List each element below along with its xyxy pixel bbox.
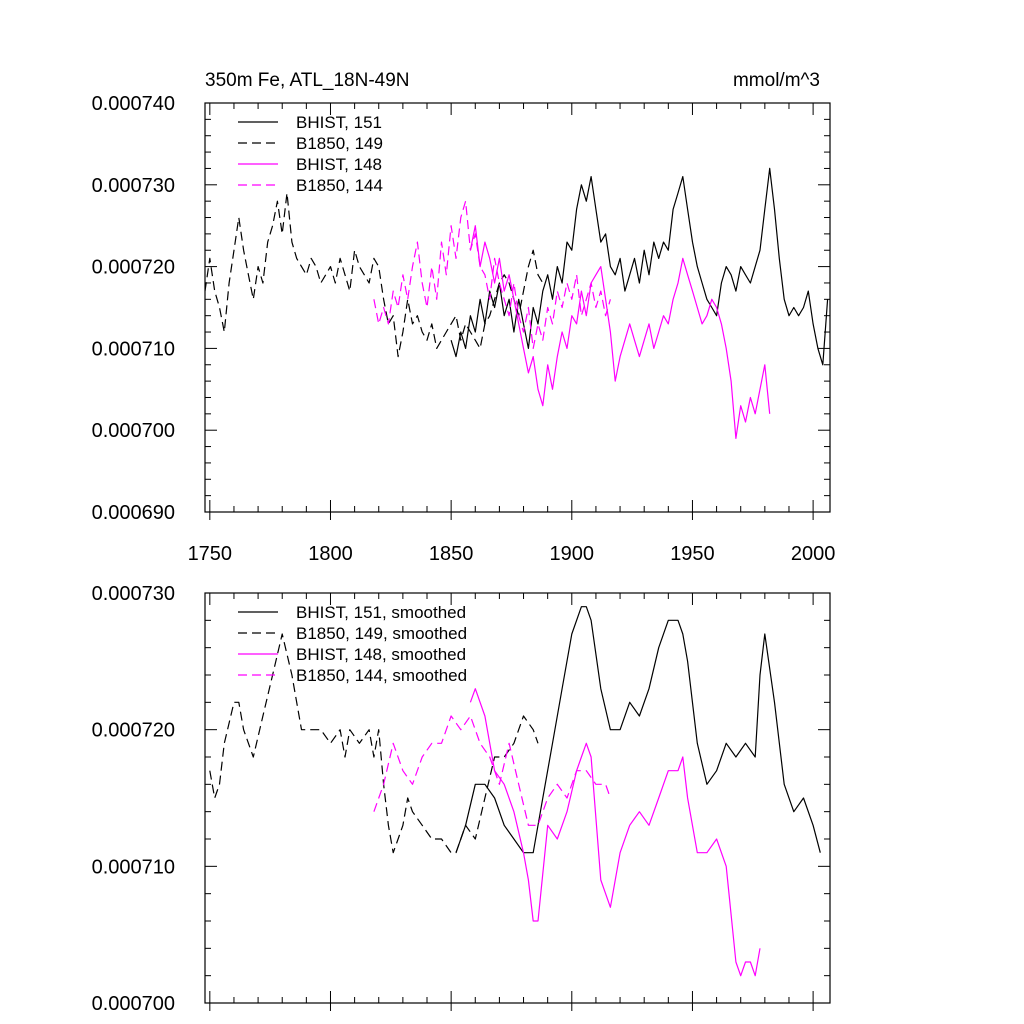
y-tick-label: 0.000710	[92, 338, 175, 360]
y-tick-label: 0.000730	[92, 175, 175, 197]
panel-title: 350m Fe, ATL_18N-49N	[205, 70, 410, 91]
series-line-2	[205, 192, 544, 358]
y-tick-label: 0.000700	[92, 420, 175, 442]
series-line-2	[209, 633, 539, 854]
series-line-3	[469, 688, 761, 977]
legend-label: B1850, 149	[296, 134, 383, 153]
y-tick-label: 0.000710	[92, 856, 175, 878]
series-line-1	[450, 167, 829, 366]
series-line-4	[373, 200, 611, 349]
plot-frame	[204, 102, 831, 513]
x-tick-label: 2000	[791, 543, 836, 565]
series-line-3	[469, 225, 771, 439]
y-tick-label: 0.000730	[92, 583, 175, 605]
y-tick-label: 0.000700	[92, 993, 175, 1015]
series-line-1	[455, 606, 821, 854]
x-tick-label: 1950	[670, 543, 715, 565]
x-tick-label: 1750	[188, 543, 233, 565]
plot-frame	[204, 592, 831, 1004]
legend-label: B1850, 144	[296, 176, 383, 195]
x-tick-label: 1800	[308, 543, 353, 565]
y-tick-label: 0.000740	[92, 93, 175, 115]
y-tick-label: 0.000720	[92, 257, 175, 279]
y-tick-label: 0.000690	[92, 502, 175, 524]
series-line-4	[373, 715, 611, 826]
legend-label: BHIST, 151, smoothed	[296, 603, 466, 622]
legend-label: B1850, 144, smoothed	[296, 666, 467, 685]
panel-top: 350m Fe, ATL_18N-49N mmol/m^3 1750 1800 18…	[92, 70, 836, 565]
legend-label: B1850, 149, smoothed	[296, 624, 467, 643]
x-tick-label: 1850	[429, 543, 474, 565]
x-tick-label: 1900	[550, 543, 595, 565]
legend-label: BHIST, 151	[296, 113, 382, 132]
legend-label: BHIST, 148, smoothed	[296, 645, 466, 664]
panel-bottom: 0.000700 0.000710 0.000720 0.000730 BHIST, 1…	[92, 583, 831, 1015]
legend-label: BHIST, 148	[296, 155, 382, 174]
units-label: mmol/m^3	[733, 70, 820, 91]
y-tick-label: 0.000720	[92, 720, 175, 742]
